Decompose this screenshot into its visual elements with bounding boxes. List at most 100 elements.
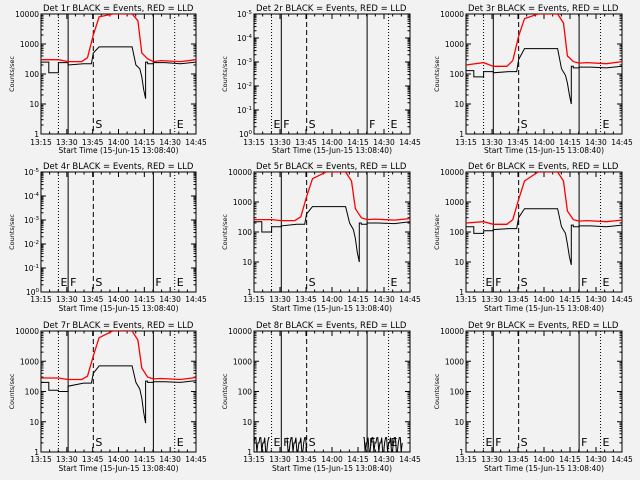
plot-frame (40, 13, 197, 135)
marker-label: S (95, 436, 102, 449)
y-tick-label: 10 (454, 100, 464, 109)
marker-label: E (274, 118, 281, 131)
x-tick-label: 14:15 (559, 295, 581, 304)
y-tick-label: 10000 (15, 327, 39, 336)
plot-frame (253, 330, 411, 453)
y-tick-label: 10 (29, 418, 39, 427)
marker-label: E (177, 436, 184, 449)
y-tick-label: 10-4 (24, 192, 40, 201)
marker-label: E (603, 276, 610, 289)
y-tick-exponent: -5 (247, 10, 253, 16)
y-tick-exponent: 0 (249, 130, 253, 136)
marker-label: E (391, 118, 398, 131)
series-group (41, 14, 196, 99)
y-tick-label: 10 (242, 258, 252, 267)
plot-frame (40, 171, 197, 293)
marker-label: F (155, 276, 161, 289)
y-tick-label: 100 (450, 228, 465, 237)
plot-frame (465, 330, 623, 453)
x-tick-label: 13:15 (455, 138, 477, 147)
chart-title: Det 5r BLACK = Events, RED = LLD (256, 162, 407, 172)
plot-frame (253, 13, 411, 135)
chart-panel-2: Det 2r BLACK = Events, RED = LLD 100 10-1 1… (221, 4, 421, 155)
y-tick-label: 1000 (20, 357, 39, 366)
x-axis-label: Start Time (15-Jun-15 13:08:40) (484, 304, 604, 313)
y-tick-label: 10 (454, 258, 464, 267)
x-axis-label: Start Time (15-Jun-15 13:08:40) (272, 146, 392, 155)
x-tick-label: 13:30 (481, 295, 503, 304)
y-tick-label: 100 (238, 228, 253, 237)
y-tick-label: 10000 (440, 168, 464, 177)
marker-label: F (70, 276, 76, 289)
x-tick-label: 14:15 (347, 138, 369, 147)
y-tick-label: 1000 (445, 198, 464, 207)
y-tick-label: 10 (454, 418, 464, 427)
y-tick-label: 1000 (445, 40, 464, 49)
x-axis-label: Start Time (15-Jun-15 13:08:40) (59, 464, 179, 473)
y-tick-label: 10-5 (237, 10, 253, 19)
marker-label: F (369, 436, 375, 449)
x-tick-label: 14:00 (321, 138, 343, 147)
marker-label: S (309, 276, 316, 289)
plot-frame (465, 171, 623, 293)
marker-label: E (391, 276, 398, 289)
y-tick-exponent: -4 (247, 34, 253, 40)
x-axis-label: Start Time (15-Jun-15 13:08:40) (59, 304, 179, 313)
x-tick-label: 13:30 (481, 455, 503, 464)
series-events-line (286, 437, 308, 452)
x-tick-label: 13:45 (507, 138, 529, 147)
x-tick-label: 14:15 (559, 138, 581, 147)
y-tick-label: 1000 (233, 198, 252, 207)
x-tick-label: 13:15 (455, 455, 477, 464)
series-events-line (466, 48, 622, 105)
chart-panel-3: Det 3r BLACK = Events, RED = LLD 1 10 100 10… (433, 4, 633, 155)
x-tick-label: 14:45 (185, 295, 207, 304)
series-lld-line (254, 172, 410, 222)
y-axis-label: Counts/sec (8, 373, 16, 409)
y-tick-label: 10000 (15, 10, 39, 19)
chart-title: Det 4r BLACK = Events, RED = LLD (43, 162, 194, 172)
x-axis-label: Start Time (15-Jun-15 13:08:40) (484, 146, 604, 155)
marker-label: E (603, 118, 610, 131)
x-tick-label: 14:30 (373, 138, 395, 147)
x-tick-label: 14:45 (611, 295, 633, 304)
chart-panel-1: Det 1r BLACK = Events, RED = LLD 1 10 100 10… (8, 4, 207, 155)
series-events-line (254, 206, 410, 263)
marker-label: E (274, 436, 281, 449)
marker-label: S (309, 436, 316, 449)
y-tick-label: 100 (26, 288, 40, 297)
x-tick-label: 13:15 (243, 295, 265, 304)
y-tick-label: 1000 (445, 357, 464, 366)
y-tick-exponent: -1 (247, 106, 252, 112)
x-tick-label: 14:15 (559, 455, 581, 464)
x-tick-label: 14:00 (533, 295, 555, 304)
plot-frame (465, 13, 623, 135)
marker-label: E (486, 436, 493, 449)
y-axis-label: Counts/sec (433, 56, 441, 92)
chart-panel-4: Det 4r BLACK = Events, RED = LLD 100 10-1 1… (8, 162, 207, 313)
x-tick-label: 13:15 (243, 138, 265, 147)
y-tick-label: 100 (239, 130, 253, 139)
y-axis-label: Counts/sec (433, 373, 441, 409)
y-tick-label: 10 (242, 418, 252, 427)
y-axis-label: Counts/sec (8, 214, 16, 250)
chart-title: Det 2r BLACK = Events, RED = LLD (256, 4, 407, 14)
y-tick-label: 1000 (233, 357, 252, 366)
y-axis-label: Counts/sec (433, 214, 441, 250)
x-tick-label: 13:30 (56, 138, 78, 147)
y-tick-label: 10-2 (24, 240, 39, 249)
x-axis-label: Start Time (15-Jun-15 13:08:40) (59, 146, 179, 155)
x-tick-label: 13:45 (295, 295, 317, 304)
x-tick-label: 14:00 (108, 455, 130, 464)
y-tick-label: 1 (459, 130, 464, 139)
chart-title: Det 9r BLACK = Events, RED = LLD (468, 321, 619, 331)
series-events-line (41, 365, 196, 424)
y-tick-label: 1 (459, 448, 464, 457)
x-tick-label: 13:45 (82, 455, 104, 464)
x-tick-label: 14:45 (611, 138, 633, 147)
x-tick-label: 13:30 (269, 295, 291, 304)
chart-title: Det 7r BLACK = Events, RED = LLD (43, 321, 194, 331)
y-axis-label: Counts/sec (221, 214, 229, 250)
chart-title: Det 8r BLACK = Events, RED = LLD (256, 321, 407, 331)
